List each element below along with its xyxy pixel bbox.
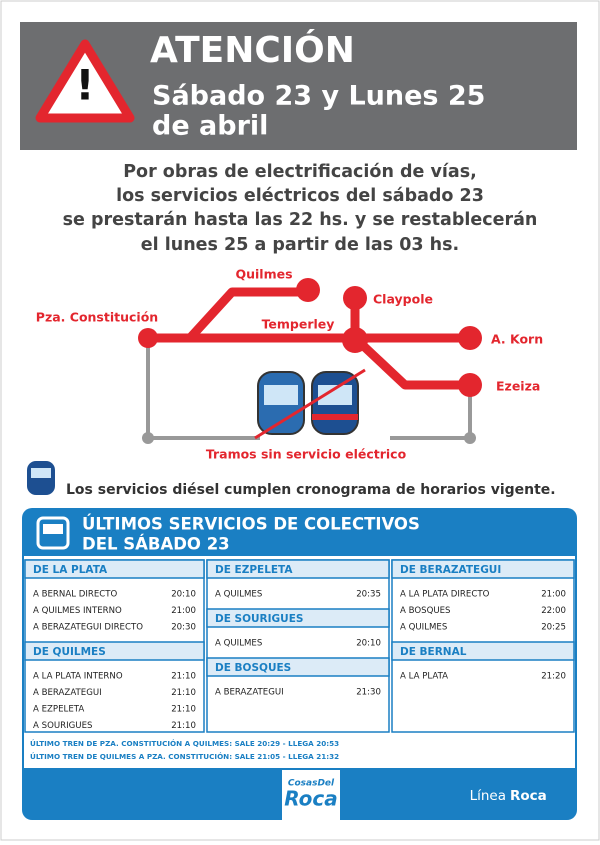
subtitle: de abril (152, 111, 268, 142)
logo-box (282, 770, 340, 826)
column (206, 559, 390, 733)
section-header (391, 641, 575, 661)
route: A BERAZATEGUI (33, 688, 102, 698)
station-label: A. Korn (491, 332, 543, 347)
station-label: Ezeiza (496, 379, 540, 394)
section-header (391, 559, 575, 579)
notice-line: se prestarán hasta las 22 hs. y se resta… (63, 210, 538, 230)
time: 20:25 (541, 623, 566, 633)
footnote: ÚLTIMO TREN DE QUILMES A PZA. CONSTITUCI… (30, 752, 339, 761)
time: 21:10 (171, 688, 196, 698)
time: 21:20 (541, 672, 566, 682)
bus-title: DEL SÁBADO 23 (82, 535, 230, 554)
bus-icon-window (43, 524, 63, 534)
section-origin: DE LA PLATA (33, 564, 108, 576)
logo: Roca (284, 787, 338, 811)
warning-mark: ! (75, 61, 94, 110)
notice-line: el lunes 25 a partir de las 03 hs. (141, 235, 459, 255)
route: A SOURIGUES (33, 721, 92, 731)
bus-icon (36, 516, 70, 550)
time: 21:30 (356, 688, 381, 698)
route: A BERAZATEGUI (215, 688, 284, 698)
section-header (206, 657, 390, 677)
station-label: Temperley (262, 317, 335, 332)
section-origin: DE SOURIGUES (215, 613, 303, 625)
time: 20:35 (356, 590, 381, 600)
logo-top: CosasDel (288, 779, 335, 789)
route: A BOSQUES (400, 606, 451, 616)
section-origin: DE QUILMES (33, 646, 106, 658)
notice-line: los servicios eléctricos del sábado 23 (116, 186, 484, 206)
route: A QUILMES (215, 639, 262, 649)
section-origin: DE EZPELETA (215, 564, 293, 576)
section-header (24, 559, 205, 579)
diesel-note: Los servicios diésel cumplen cronograma … (66, 482, 556, 498)
notice-line: Por obras de electrificación de vías, (123, 162, 477, 182)
route: A QUILMES (400, 623, 447, 633)
route: A BERAZATEGUI DIRECTO (33, 623, 143, 633)
section-header (24, 641, 205, 661)
section-origin: DE BERNAL (400, 646, 467, 658)
section-origin: DE BERAZATEGUI (400, 564, 501, 576)
time: 21:00 (541, 590, 566, 600)
station-label: Quilmes (235, 267, 292, 282)
line-label: Línea (470, 788, 506, 804)
diesel-icon-window (31, 468, 51, 478)
route: A QUILMES INTERNO (33, 606, 122, 616)
time: 21:10 (171, 705, 196, 715)
footnote: ÚLTIMO TREN DE PZA. CONSTITUCIÓN A QUILM… (30, 739, 339, 748)
time: 21:10 (171, 721, 196, 731)
route: A BERNAL DIRECTO (33, 590, 118, 600)
route: A LA PLATA (400, 672, 448, 682)
warning-icon (35, 39, 135, 123)
route: A LA PLATA INTERNO (33, 672, 123, 682)
line-name: Roca (510, 788, 547, 804)
section-origin: DE BOSQUES (215, 662, 291, 674)
subtitle: Sábado 23 y Lunes 25 (152, 81, 485, 112)
time: 22:00 (541, 606, 566, 616)
station-label: Pza. Constitución (36, 310, 158, 325)
time: 21:10 (171, 672, 196, 682)
rail-map (138, 278, 482, 444)
time: 21:00 (171, 606, 196, 616)
bus-title: ÚLTIMOS SERVICIOS DE COLECTIVOS (82, 515, 420, 534)
route: A LA PLATA DIRECTO (400, 590, 490, 600)
time: 20:10 (171, 590, 196, 600)
section-header (206, 608, 390, 628)
time: 20:30 (171, 623, 196, 633)
map-caption: Tramos sin servicio eléctrico (206, 447, 407, 462)
section-header (206, 559, 390, 579)
station-label: Claypole (373, 292, 433, 307)
time: 20:10 (356, 639, 381, 649)
route: A QUILMES (215, 590, 262, 600)
route: A EZPELETA (33, 705, 84, 715)
title: ATENCIÓN (150, 29, 355, 71)
